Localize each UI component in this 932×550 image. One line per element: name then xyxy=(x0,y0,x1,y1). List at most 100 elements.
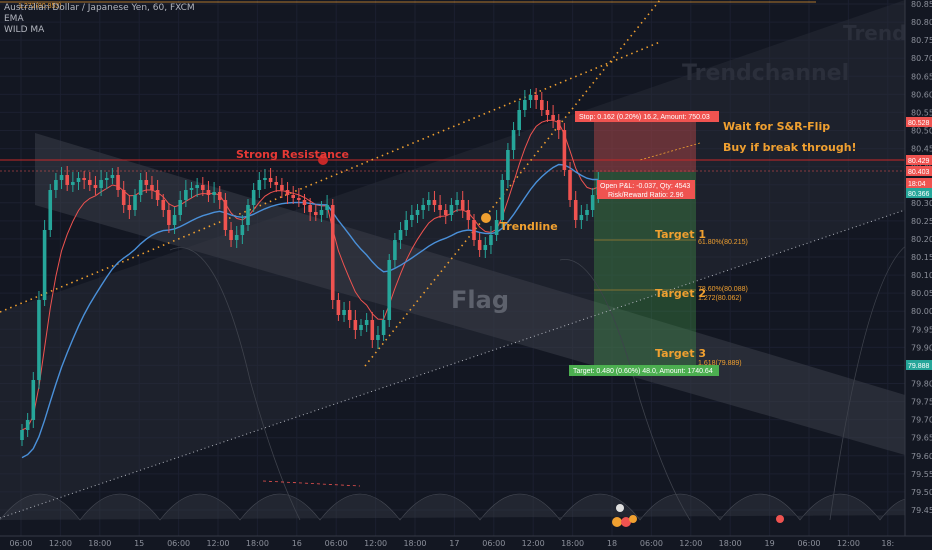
candle-body xyxy=(189,188,194,190)
candle-body xyxy=(285,190,290,195)
candle-body xyxy=(376,335,380,340)
candle-body xyxy=(274,182,279,185)
trendline-white xyxy=(0,209,906,519)
price-axis[interactable] xyxy=(905,0,932,536)
candle-body xyxy=(31,380,36,420)
price-tick-label: 79.750 xyxy=(911,398,932,407)
candle-body xyxy=(585,210,589,215)
candle-body xyxy=(167,210,171,225)
candle-body xyxy=(404,220,408,230)
candle-body xyxy=(387,260,392,320)
candle-body xyxy=(93,185,98,188)
time-tick-label: 12:00 xyxy=(206,539,229,548)
time-tick-label: 18:00 xyxy=(88,539,111,548)
candle-body xyxy=(195,185,199,188)
time-tick-label: 12:00 xyxy=(837,539,860,548)
cycle-curve xyxy=(0,493,931,521)
wait-label: Wait for S&R-Flip xyxy=(723,120,830,133)
event-icon[interactable] xyxy=(616,504,624,512)
candle-body xyxy=(455,200,459,205)
price-tick-label: 80.250 xyxy=(911,217,932,226)
candle-body xyxy=(573,200,578,220)
candle-body xyxy=(398,230,403,240)
candle-body xyxy=(590,195,595,210)
candle-body xyxy=(240,225,245,235)
price-badge-text: 80.366 xyxy=(908,191,930,198)
price-tick-label: 80.600 xyxy=(911,90,932,99)
candle-body xyxy=(251,190,256,205)
fib2-label: 78.60%(80.088) xyxy=(698,286,748,293)
candle-body xyxy=(263,178,267,180)
symbol-title[interactable]: Australian Dollar / Japanese Yen, 60, FX… xyxy=(4,3,195,13)
target-zone xyxy=(594,172,696,365)
wild-ma-indicator[interactable]: WILD MA xyxy=(4,25,45,35)
price-badge-text: 80.403 xyxy=(908,169,930,176)
top-fib-label: 1.272(80.853) xyxy=(18,3,62,10)
time-tick-label: 12:00 xyxy=(49,539,72,548)
trendchannel-label: Trendchannel xyxy=(682,61,849,86)
candle-body xyxy=(330,205,335,300)
candle-body xyxy=(511,130,516,150)
price-tick-label: 79.950 xyxy=(911,325,932,334)
candle-body xyxy=(523,100,527,110)
time-tick-label: 18:00 xyxy=(561,539,584,548)
candle-body xyxy=(99,180,103,188)
time-tick-label: 06:00 xyxy=(167,539,190,548)
candle-body xyxy=(381,320,386,335)
candle-body xyxy=(37,300,41,380)
small-dashed xyxy=(262,480,361,487)
candle-body xyxy=(489,235,493,245)
event-icon[interactable] xyxy=(629,515,637,523)
price-tick-label: 79.700 xyxy=(911,416,932,425)
price-tick-label: 79.550 xyxy=(911,470,932,479)
candle-body xyxy=(150,185,154,190)
price-tick-label: 79.900 xyxy=(911,343,932,352)
candle-body xyxy=(257,180,262,190)
candle-body xyxy=(25,420,30,430)
target2-label: Target 2 xyxy=(655,287,706,300)
price-badge-text: 80.429 xyxy=(908,158,930,165)
event-icon[interactable] xyxy=(612,517,622,527)
candle-body xyxy=(127,205,132,210)
candle-body xyxy=(280,185,284,190)
event-icon[interactable] xyxy=(776,515,784,523)
event-icon[interactable] xyxy=(621,517,631,527)
candle-body xyxy=(370,320,375,340)
candle-body xyxy=(562,130,567,170)
time-axis[interactable] xyxy=(0,536,932,550)
candle-body xyxy=(477,240,482,250)
target1-label: Target 1 xyxy=(655,228,706,241)
candle-body xyxy=(82,178,86,180)
price-badge-text: 18:04 xyxy=(908,181,926,188)
candle-body xyxy=(364,320,369,325)
candle-body xyxy=(76,178,81,182)
candle-body xyxy=(568,170,572,200)
candle-body xyxy=(229,230,233,240)
ema-indicator[interactable]: EMA xyxy=(4,14,24,24)
candle-body xyxy=(48,190,53,230)
flag-label: Flag xyxy=(451,286,509,314)
event-icons[interactable] xyxy=(612,504,784,527)
time-tick-label: 06:00 xyxy=(640,539,663,548)
time-tick-label: 06:00 xyxy=(482,539,505,548)
stop-box xyxy=(575,111,719,122)
price-tick-label: 80.450 xyxy=(911,145,932,154)
candles xyxy=(20,88,601,446)
price-tick-label: 80.750 xyxy=(911,36,932,45)
time-tick-label: 18: xyxy=(881,539,894,548)
candle-body xyxy=(393,240,397,260)
candle-body xyxy=(506,150,510,180)
price-tick-label: 80.300 xyxy=(911,199,932,208)
strong-resistance-label: Strong Resistance xyxy=(236,148,349,161)
candle-body xyxy=(528,95,533,100)
stop-box-text: Stop: 0.162 (0.20%) 16.2, Amount: 750.03 xyxy=(579,114,710,121)
candle-body xyxy=(556,120,561,130)
candle-body xyxy=(268,178,273,182)
candle-body xyxy=(472,220,476,240)
target3-label: Target 3 xyxy=(655,347,706,360)
time-tick-label: 06:00 xyxy=(325,539,348,548)
candle-body xyxy=(443,210,448,215)
candle-body xyxy=(540,100,544,110)
candle-body xyxy=(54,180,58,190)
